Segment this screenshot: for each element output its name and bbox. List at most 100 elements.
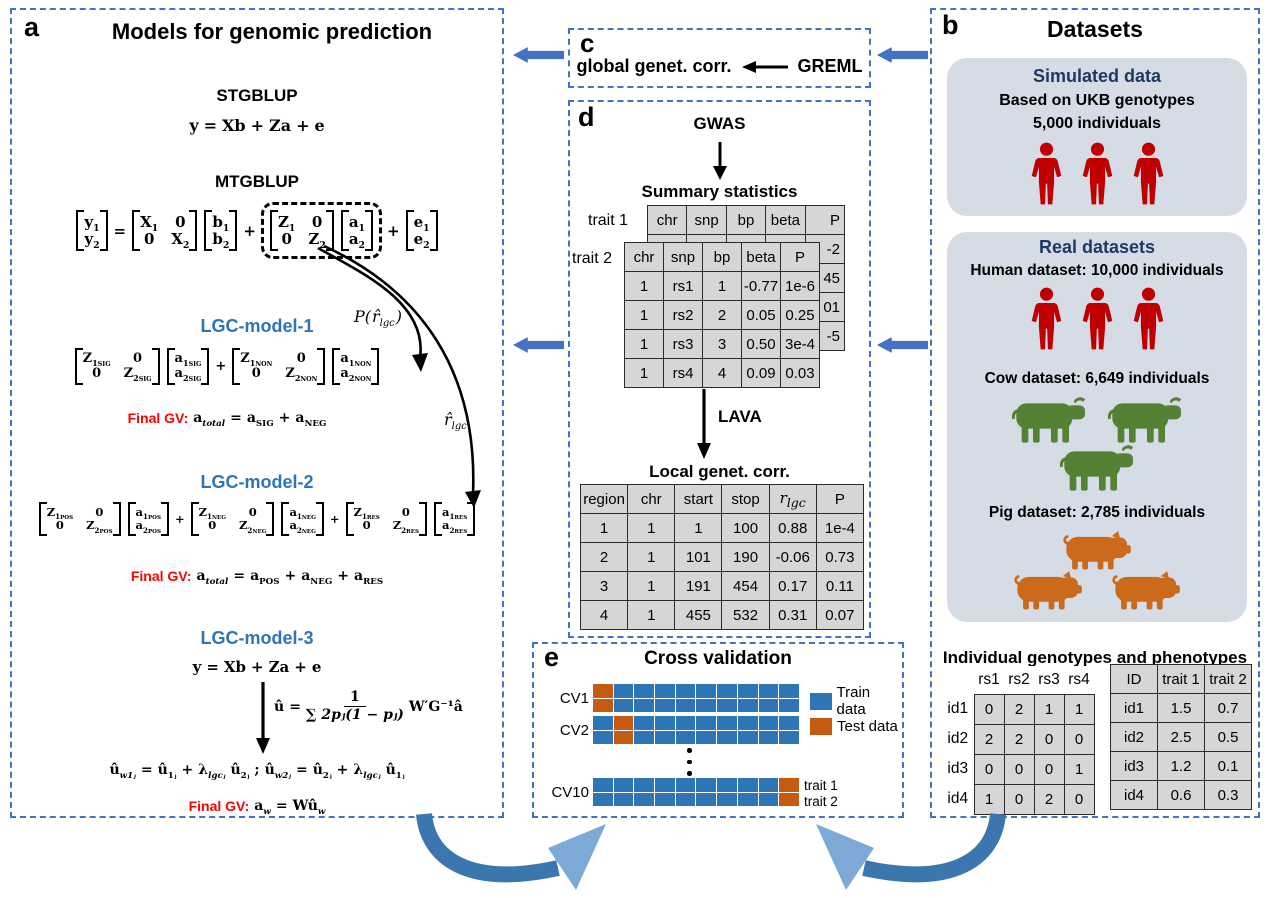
cv-strip <box>593 716 799 745</box>
lgc3-heading: LGC-model-3 <box>200 628 314 648</box>
train-cell <box>675 698 696 713</box>
train-cell <box>737 792 758 807</box>
train-cell <box>717 778 737 792</box>
train-cell <box>758 684 779 698</box>
panel-a-label: a <box>24 12 40 42</box>
person-icon <box>1031 287 1061 350</box>
lgc2-equation: Z1POS 0 0 Z2POS a1POS a2POS + Z1NEG 0 0 Z2NEG a1NEG… <box>12 502 502 536</box>
train-cell <box>696 698 717 713</box>
legend-train: Train data <box>810 684 902 718</box>
train-cell <box>717 698 737 713</box>
train-cell <box>655 792 675 807</box>
lgc3-equation-1: y = Xb + Za + e <box>192 658 322 676</box>
test-cell <box>613 716 634 730</box>
cv10-trait2-label: trait 2 <box>804 794 838 809</box>
cow-icon <box>1011 397 1085 443</box>
train-cell <box>737 684 758 698</box>
cow-dataset-line: Cow dataset: 6,649 individuals <box>984 370 1210 387</box>
train-cell <box>613 778 634 792</box>
mtgblup-heading: MTGBLUP <box>214 172 300 191</box>
train-cell <box>737 716 758 730</box>
mtgblup-equation: y1 y2 = X1 0 0 X2 b1 b2 + Z1 0 0 Z2 a1 a2 + e1 e2 <box>12 202 502 260</box>
lgc3-equation-3: ûw1ⱼ = û1ⱼ + λlgcⱼ û2ⱼ; ûw2ⱼ = û2ⱼ + λlgcⱼ û1ⱼ <box>109 762 405 781</box>
panel-e-label: e <box>544 642 560 672</box>
cow-icons-top <box>947 392 1247 444</box>
panel-a-title: Models for genomic prediction <box>111 19 433 44</box>
cow-icon <box>1107 397 1181 443</box>
train-cell <box>675 730 696 745</box>
panel-b: b Datasets Simulated data Based on UKB g… <box>930 8 1260 818</box>
train-cell <box>593 730 613 745</box>
train-cell <box>779 716 799 730</box>
train-cell <box>758 792 779 807</box>
train-cell <box>758 698 779 713</box>
real-datasets-heading: Real datasets <box>1038 237 1156 257</box>
cv10-trait1-label: trait 1 <box>804 778 838 793</box>
test-label: Test data <box>837 718 898 735</box>
cow-icon <box>1059 445 1133 491</box>
pig-icon <box>1014 571 1082 610</box>
datasets-title: Datasets <box>1047 16 1143 42</box>
cv-row-cv10: CV10 <box>544 778 799 807</box>
train-cell <box>655 778 675 792</box>
cv-strip <box>593 684 799 713</box>
trait2-label: trait 2 <box>572 250 613 267</box>
arrow-d-to-a <box>512 337 564 353</box>
test-cell <box>593 698 613 713</box>
train-cell <box>696 730 717 745</box>
person-icon <box>1031 142 1061 205</box>
lgc1-equation: Z1SIG 0 0 Z2SIG a1SIG a2SIG + Z1NON 0 0 Z2NON a1NON… <box>12 348 442 386</box>
train-cell <box>634 716 655 730</box>
panel-c-label: c <box>580 28 595 58</box>
panel-d-label: d <box>578 102 595 132</box>
train-cell <box>634 698 655 713</box>
human-person-icons <box>947 287 1247 351</box>
train-cell <box>634 684 655 698</box>
test-cell <box>593 684 613 698</box>
train-cell <box>593 778 613 792</box>
person-icon <box>1133 287 1163 350</box>
arrow-b-to-d <box>876 337 928 353</box>
test-cell <box>779 778 799 792</box>
train-cell <box>675 792 696 807</box>
train-cell <box>737 730 758 745</box>
geno-pheno-heading: Individual genotypes and phenotypes <box>942 648 1248 667</box>
panel-e: e Cross validation CV1 CV2 CV10 Train data… <box>532 642 904 818</box>
train-cell <box>758 716 779 730</box>
lgc1-final-gv: Final GV: atotal = aSIG + aNEG <box>127 410 327 429</box>
train-cell <box>655 716 675 730</box>
train-cell <box>779 698 799 713</box>
cv-row-label: CV1 <box>559 689 589 707</box>
gwas-heading: GWAS <box>693 114 746 133</box>
train-cell <box>717 716 737 730</box>
gwas-down-arrow <box>713 142 727 180</box>
pig-icon <box>1112 571 1180 610</box>
trait1-label: trait 1 <box>588 212 629 229</box>
panel-d: d GWAS Summary statistics trait 1 chr snp… <box>568 100 871 638</box>
arrow-c-to-a <box>512 47 564 63</box>
cv-strip <box>593 778 799 807</box>
real-datasets-box: Real datasets Human dataset: 10,000 indi… <box>947 232 1247 622</box>
simulated-line2: 5,000 individuals <box>1032 115 1162 132</box>
train-cell <box>655 698 675 713</box>
lgc2-final-gv: Final GV: atotal = aPOS + aNEG + aRES <box>130 568 384 587</box>
test-cell <box>613 730 634 745</box>
stgblup-equation: y = Xb + Za + e <box>189 116 325 135</box>
train-swatch <box>810 692 832 710</box>
train-cell <box>696 778 717 792</box>
train-cell <box>634 792 655 807</box>
cv-row-cv1: CV1 <box>544 684 799 713</box>
annotation-p-rlgc: P(r̂lgc) <box>354 307 402 330</box>
legend-test: Test data <box>810 718 898 735</box>
cow-icons-bottom <box>947 440 1247 492</box>
train-cell <box>675 716 696 730</box>
cv-row-label: CV10 <box>551 783 589 801</box>
simulated-data-box: Simulated data Based on UKB genotypes 5,… <box>947 58 1247 216</box>
local-genetic-correlation-heading: Local genet. corr. <box>649 462 790 481</box>
lgc3-final-gv: Final GV: aw = Wûw <box>188 798 326 817</box>
arrow-b-to-c <box>876 47 928 63</box>
lgc3-equation-2: û = 1 ∑ 2pⱼ(1 − pⱼ) W′G⁻¹â <box>274 689 463 724</box>
train-cell <box>779 730 799 745</box>
global-genetic-correlation-text: global genet. corr. <box>576 56 732 76</box>
train-cell <box>717 792 737 807</box>
